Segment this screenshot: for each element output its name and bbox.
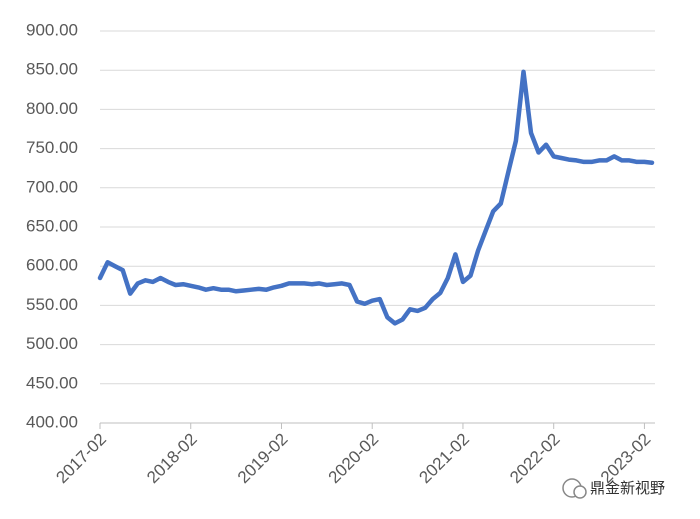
y-tick-label: 650.00	[26, 216, 78, 235]
x-tick-label: 2017-02	[52, 430, 110, 488]
y-tick-label: 400.00	[26, 412, 78, 431]
x-tick-label: 2019-02	[234, 430, 292, 488]
y-tick-label: 800.00	[26, 99, 78, 118]
y-tick-label: 500.00	[26, 334, 78, 353]
watermark-icon	[573, 485, 587, 499]
y-tick-label: 900.00	[26, 20, 78, 39]
x-tick-label: 2020-02	[325, 430, 383, 488]
data-line	[97, 69, 655, 326]
y-tick-label: 750.00	[26, 138, 78, 157]
x-tick-label: 2018-02	[143, 430, 201, 488]
x-tick-label: 2023-02	[597, 430, 655, 488]
watermark: 鼎金新视野	[562, 478, 665, 499]
y-tick-label: 700.00	[26, 177, 78, 196]
y-tick-label: 850.00	[26, 60, 78, 79]
y-tick-label: 550.00	[26, 295, 78, 314]
y-tick-label: 450.00	[26, 373, 78, 392]
watermark-text: 鼎金新视野	[590, 480, 665, 497]
x-tick-label: 2021-02	[415, 430, 473, 488]
x-tick-label: 2022-02	[506, 430, 564, 488]
y-tick-label: 600.00	[26, 256, 78, 275]
